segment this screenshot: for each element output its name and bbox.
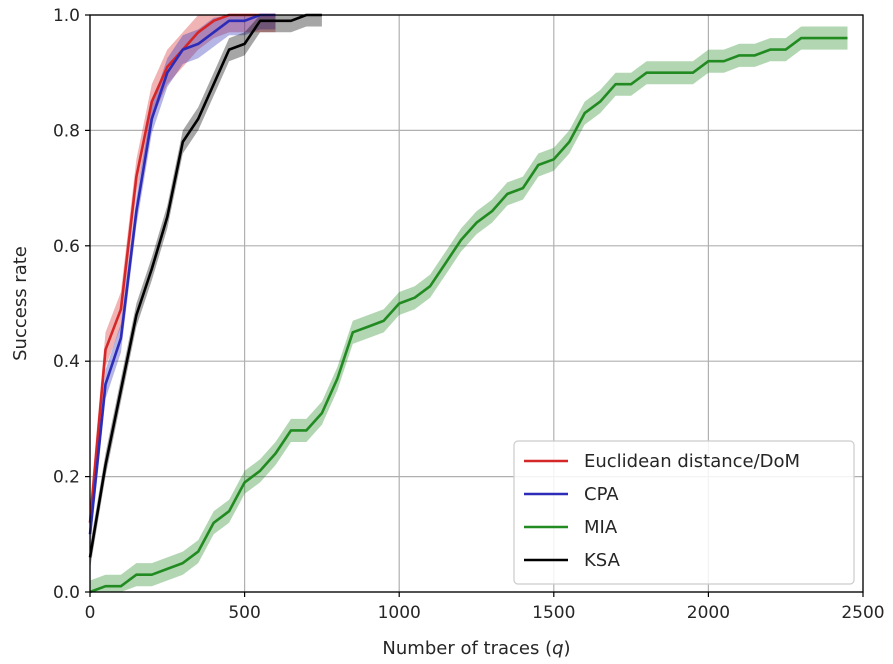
axis-ticks: 0 500 1000 1500 2000 2500 0.0 0.2 0.4 0.6 0.8 1.0 [53, 6, 885, 623]
x-tick-label: 500 [228, 603, 260, 623]
plot-frame [89, 14, 864, 593]
x-tick-label: 1000 [378, 603, 421, 623]
y-tick-label: 0.6 [53, 237, 80, 257]
legend-label-mia: MIA [584, 517, 618, 538]
y-tick-label: 1.0 [53, 6, 80, 26]
y-tick-label: 0.8 [53, 121, 80, 141]
legend-label-cpa: CPA [584, 484, 619, 505]
line-cpa [88, 13, 276, 535]
y-tick-label: 0.0 [53, 583, 80, 603]
line-mia [89, 36, 848, 594]
y-axis-label: Success rate [10, 246, 31, 361]
x-axis-label: Number of traces (q) [382, 638, 570, 659]
x-tick-label: 1500 [532, 603, 575, 623]
y-tick-label: 0.4 [53, 352, 80, 372]
x-tick-label: 0 [85, 603, 96, 623]
legend-label-ksa: KSA [584, 550, 621, 571]
x-tick-label: 2000 [687, 603, 730, 623]
line-ksa [88, 13, 322, 558]
y-tick-label: 0.2 [53, 468, 80, 488]
band-mia [90, 26, 848, 592]
x-tick-label: 2500 [841, 603, 884, 623]
legend-label-euclidean-distance-dom: Euclidean distance/DoM [584, 451, 800, 472]
legend-box [513, 440, 855, 585]
legend: Euclidean distance/DoM CPA MIA KSA [513, 440, 855, 585]
